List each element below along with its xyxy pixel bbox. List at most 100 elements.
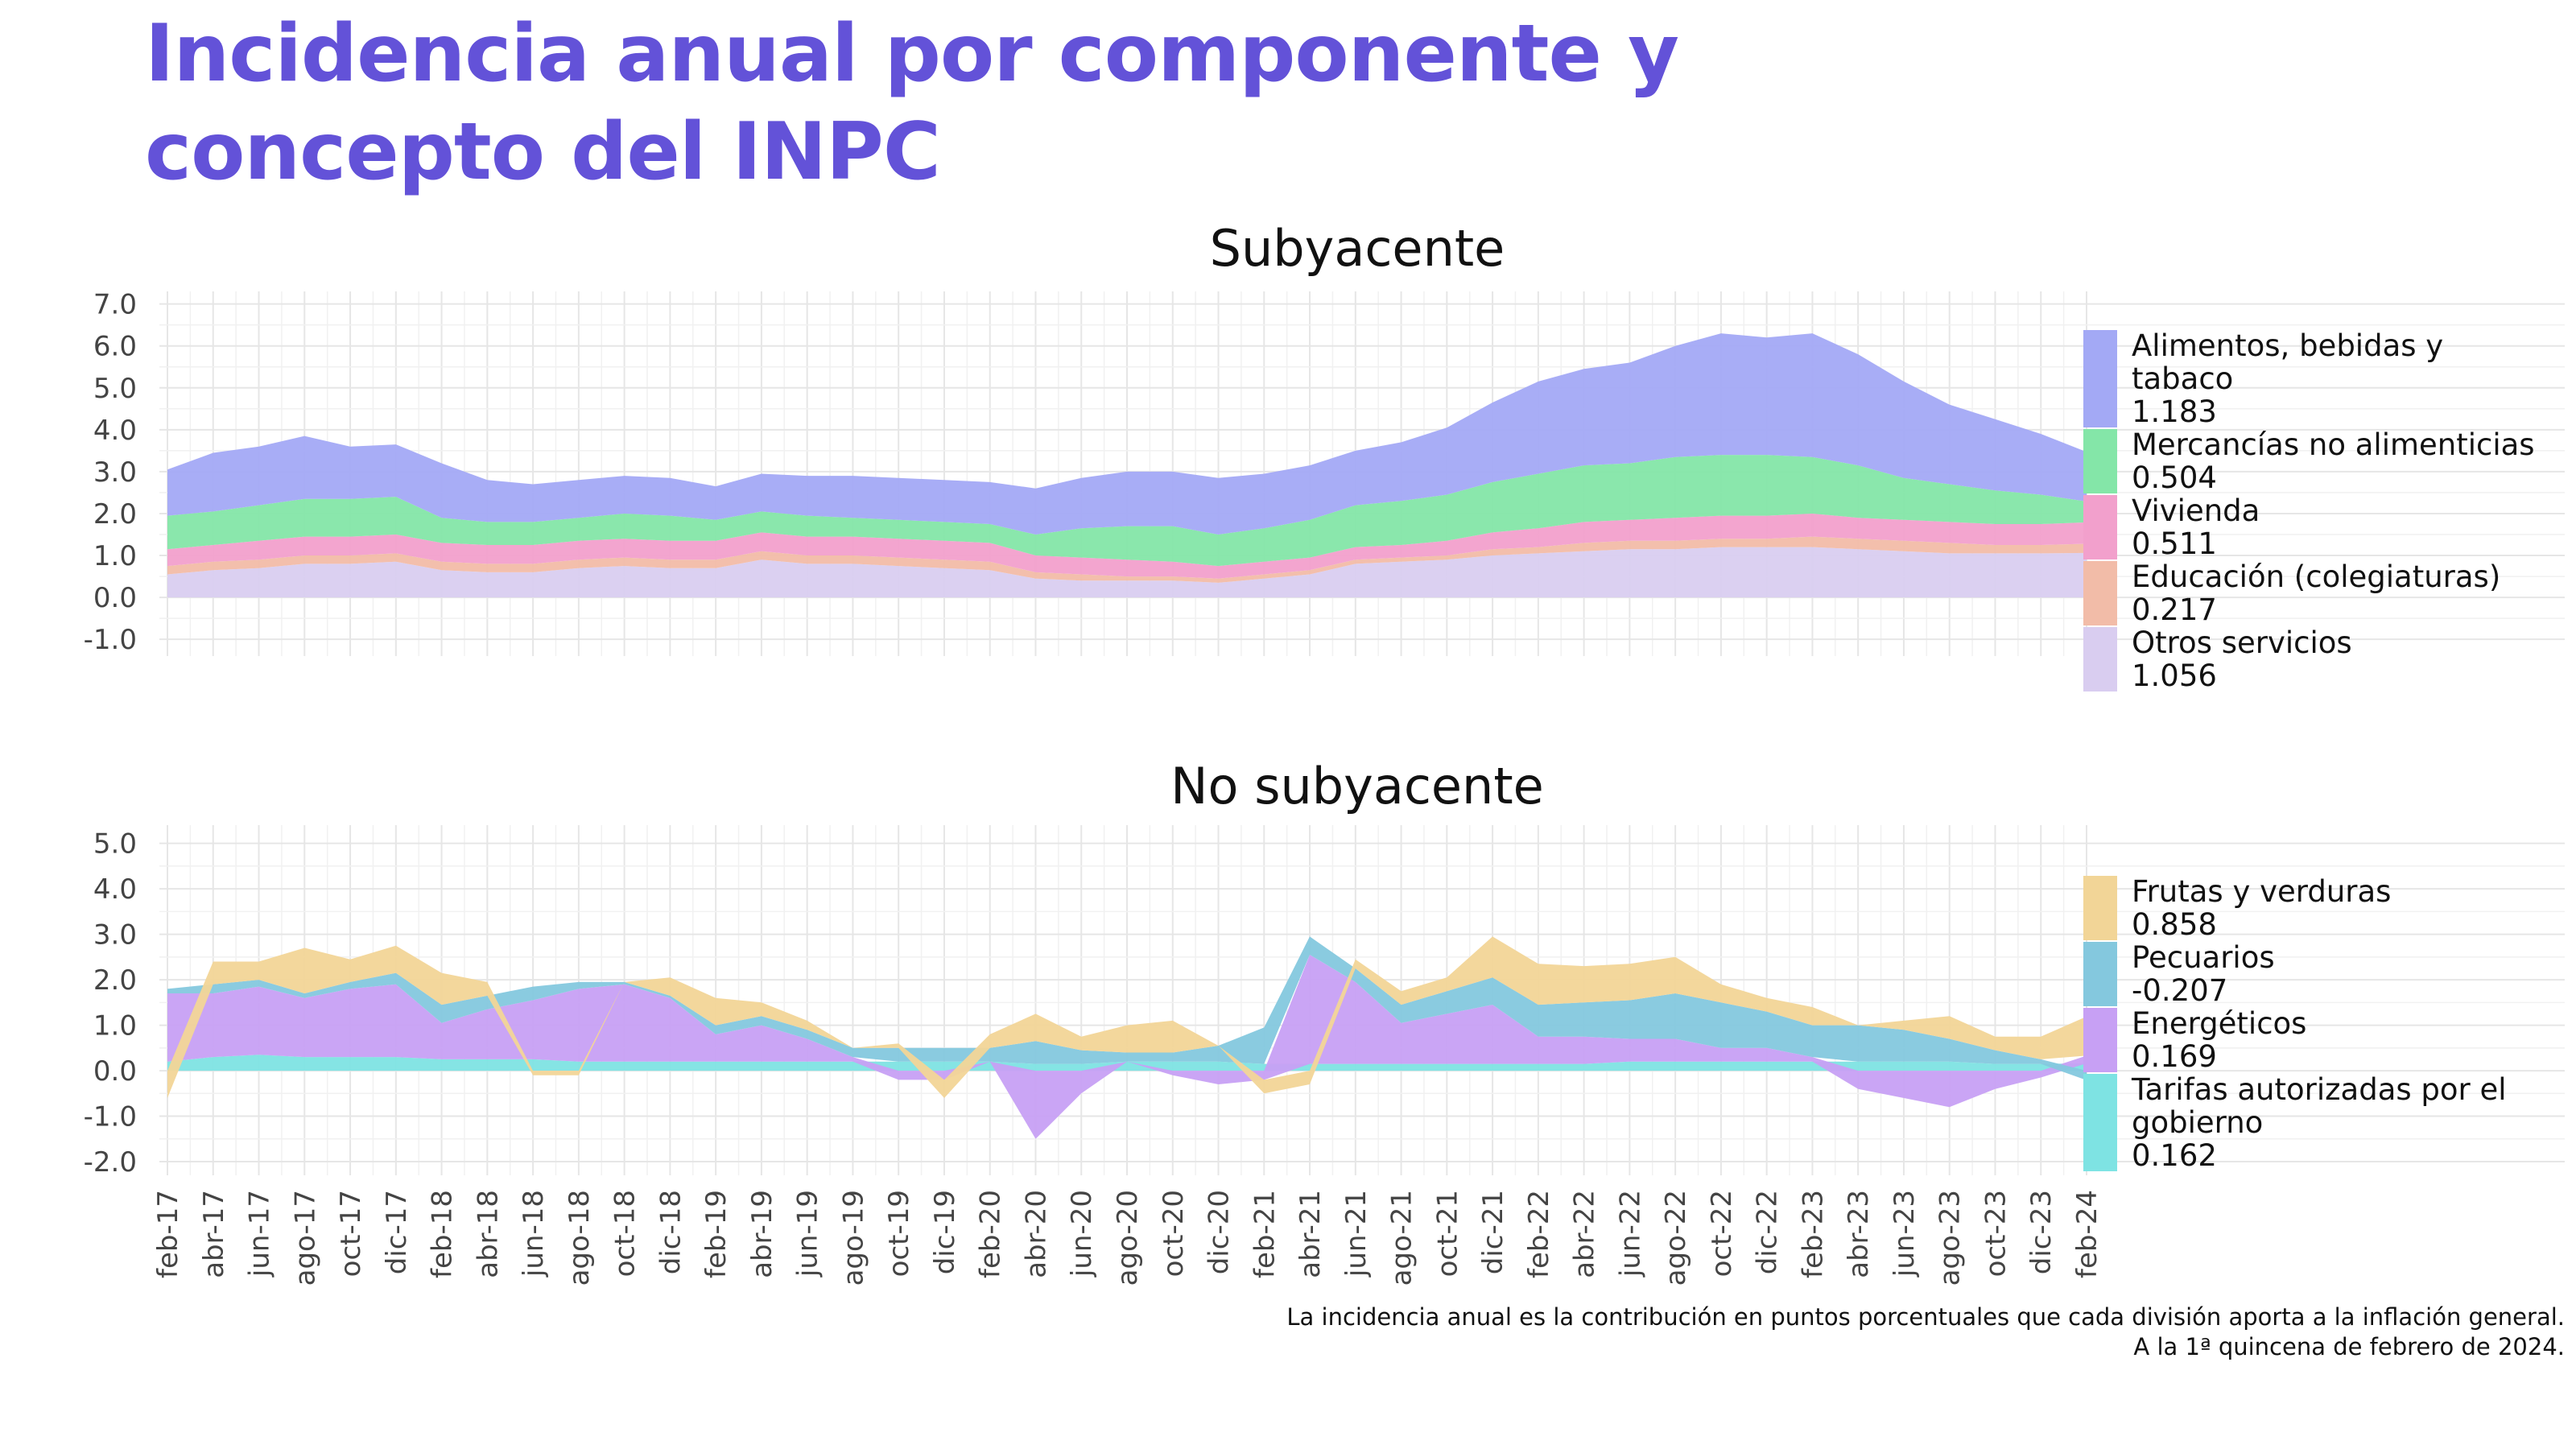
x-tick-label: abr-19	[746, 1190, 778, 1278]
x-tick-label: abr-23	[1843, 1190, 1875, 1278]
legend-swatch-pecuarios	[2083, 942, 2117, 1006]
x-tick-label: feb-24	[2071, 1190, 2103, 1278]
caption-line-2: A la 1ª quincena de febrero de 2024.	[2133, 1333, 2565, 1360]
y-tick-label: 6.0	[93, 331, 137, 363]
area-pecuarios	[167, 936, 2087, 1080]
y-tick-label: 5.0	[93, 828, 137, 861]
x-tick-label: oct-20	[1158, 1190, 1190, 1277]
y-tick-label: -2.0	[84, 1146, 137, 1179]
x-tick-label: ago-22	[1660, 1190, 1692, 1286]
y-tick-label: 2.0	[93, 498, 137, 530]
chart-title-line-1: Incidencia anual por componente y	[145, 8, 1679, 100]
x-tick-label: jun-21	[1340, 1190, 1373, 1278]
x-tick-label: jun-23	[1889, 1190, 1921, 1278]
x-tick-label: feb-20	[975, 1190, 1007, 1278]
chart-title: Incidencia anual por componente y concep…	[145, 5, 1916, 201]
x-tick-label: dic-20	[1203, 1190, 1236, 1274]
legend-swatch-otros-servicios	[2083, 627, 2117, 691]
x-tick-label: jun-19	[792, 1190, 824, 1278]
x-tick-label: feb-21	[1249, 1190, 1281, 1278]
x-tick-label: abr-21	[1294, 1190, 1327, 1278]
x-tick-label: oct-23	[1979, 1190, 2012, 1277]
x-tick-label: jun-20	[1066, 1190, 1098, 1278]
x-tick-label: feb-18	[427, 1190, 459, 1278]
legend-subyacente: Alimentos, bebidas y tabaco1.183Mercancía…	[2083, 328, 2535, 693]
legend-swatch-vivienda	[2083, 495, 2117, 559]
x-tick-label: oct-22	[1706, 1190, 1738, 1277]
panel-title-no-subyacente: No subyacente	[1170, 757, 1544, 815]
legend-value-energeticos: 0.169	[2132, 1039, 2217, 1074]
area-frutas-y-verduras	[167, 936, 2087, 1098]
x-tick-label: oct-21	[1431, 1190, 1463, 1277]
x-tick-label: ago-20	[1112, 1190, 1144, 1286]
y-tick-label: -1.0	[84, 1101, 137, 1133]
x-tick-label: oct-17	[335, 1190, 367, 1277]
legend-label-energeticos: Energéticos	[2132, 1006, 2306, 1041]
legend-swatch-mercancias-no-alimenticias	[2083, 429, 2117, 493]
x-tick-label: feb-19	[700, 1190, 733, 1278]
x-tick-label: dic-17	[381, 1190, 413, 1274]
area-otros-servicios	[167, 547, 2087, 598]
area-mercancias-no-alimenticias	[167, 455, 2087, 567]
legend-label-alimentos-bebidas-y-tabaco: Alimentos, bebidas y tabaco	[2132, 328, 2443, 396]
legend-label-otros-servicios: Otros servicios	[2132, 625, 2352, 660]
y-tick-label: 3.0	[93, 456, 137, 489]
x-tick-label: jun-18	[518, 1190, 550, 1278]
panel-subyacente: -1.0 0.0 1.0 2.0 3.0 4.0 5.0 6.0 7.0	[84, 289, 2565, 656]
x-tick-label: abr-22	[1569, 1190, 1601, 1278]
legend-label-educacion-colegiaturas: Educación (colegiaturas)	[2132, 559, 2500, 594]
y-tick-label: 2.0	[93, 964, 137, 997]
y-tick-label: 0.0	[93, 582, 137, 614]
x-tick-label: ago-17	[289, 1190, 321, 1286]
area-educacion-colegiaturas	[167, 536, 2087, 583]
x-tick-label: dic-21	[1477, 1190, 1509, 1274]
legend-label-vivienda: Vivienda	[2132, 493, 2260, 528]
x-axis: feb-17 abr-17 jun-17 ago-17 oct-17 dic-17 feb-…	[152, 1190, 2103, 1286]
x-tick-label: ago-19	[837, 1190, 869, 1286]
legend-swatch-educacion-colegiaturas	[2083, 561, 2117, 625]
x-tick-label: abr-17	[198, 1190, 230, 1278]
panel-title-subyacente: Subyacente	[1210, 219, 1505, 278]
area-energeticos	[167, 955, 2087, 1139]
x-tick-label: oct-19	[883, 1190, 915, 1277]
legend-value-otros-servicios: 1.056	[2132, 658, 2217, 693]
legend-value-vivienda: 0.511	[2132, 526, 2217, 561]
y-tick-label: -1.0	[84, 624, 137, 656]
area-vivienda	[167, 514, 2087, 579]
x-tick-label: feb-23	[1797, 1190, 1829, 1278]
legend-label-pecuarios: Pecuarios	[2132, 940, 2275, 975]
y-tick-label: 3.0	[93, 919, 137, 952]
x-tick-label: feb-17	[152, 1190, 184, 1278]
x-tick-label: jun-22	[1614, 1190, 1646, 1278]
y-tick-label: 1.0	[93, 1010, 137, 1042]
x-tick-label: dic-22	[1752, 1190, 1784, 1274]
x-tick-label: ago-18	[564, 1190, 596, 1286]
legend-value-alimentos-bebidas-y-tabaco: 1.183	[2132, 394, 2217, 429]
x-tick-label: oct-18	[609, 1190, 642, 1277]
legend-value-frutas-y-verduras: 0.858	[2132, 907, 2217, 942]
legend-label-frutas-y-verduras: Frutas y verduras	[2132, 874, 2391, 909]
x-tick-label: abr-20	[1020, 1190, 1052, 1278]
x-tick-label: dic-19	[929, 1190, 961, 1274]
y-tick-label: 1.0	[93, 540, 137, 572]
y-tick-label: 0.0	[93, 1055, 137, 1088]
legend-value-educacion-colegiaturas: 0.217	[2132, 592, 2217, 627]
x-tick-label: ago-21	[1386, 1190, 1418, 1286]
y-tick-label: 4.0	[93, 873, 137, 906]
x-tick-label: feb-22	[1523, 1190, 1555, 1278]
legend-value-mercancias-no-alimenticias: 0.504	[2132, 460, 2217, 495]
legend-swatch-tarifas-autorizadas-por-el-gobierno	[2083, 1074, 2117, 1171]
x-tick-label: jun-17	[244, 1190, 276, 1278]
x-tick-label: ago-23	[1934, 1190, 1967, 1286]
x-tick-label: abr-18	[472, 1190, 504, 1278]
legend-swatch-frutas-y-verduras	[2083, 876, 2117, 940]
caption-line-1: La incidencia anual es la contribución e…	[1286, 1303, 2565, 1331]
x-tick-label: dic-23	[2025, 1190, 2058, 1274]
y-tick-label: 4.0	[93, 415, 137, 447]
y-tick-label: 5.0	[93, 373, 137, 405]
y-tick-label: 7.0	[93, 289, 137, 321]
legend-no-subyacente: Frutas y verduras0.858Pecuarios-0.207Ene…	[2083, 874, 2507, 1173]
chart-title-line-2: concepto del INPC	[145, 106, 941, 198]
legend-value-pecuarios: -0.207	[2132, 973, 2227, 1008]
